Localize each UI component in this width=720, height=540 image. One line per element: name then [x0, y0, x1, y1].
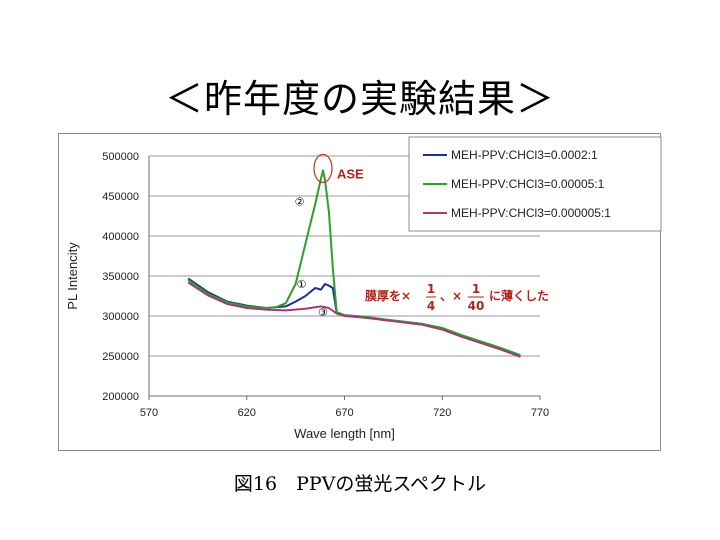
ase-label: ASE — [337, 166, 364, 181]
pl-spectrum-chart: 200000 250000 300000 350000 400000 450000 5000… — [65, 136, 662, 441]
y-tick-label: 300000 — [102, 311, 139, 323]
series-line-3 — [187, 281, 521, 358]
note-suffix: に薄くした — [489, 288, 549, 303]
y-axis-title: PL Intencity — [65, 242, 80, 310]
label-num-1: ① — [297, 278, 307, 291]
x-axis-title: Wave length [nm] — [294, 426, 395, 441]
y-tick-label: 350000 — [102, 271, 139, 283]
y-tick-label: 400000 — [102, 231, 139, 243]
x-tick-label: 620 — [238, 407, 256, 419]
x-tick-label: 670 — [335, 407, 353, 419]
figure-caption: 図16 PPVの蛍光スペクトル — [233, 473, 487, 495]
note-separator: 、× — [440, 289, 462, 303]
y-tick-label: 250000 — [102, 351, 139, 363]
frac1-numerator: 1 — [427, 282, 435, 296]
note-prefix: 膜厚を× — [365, 288, 411, 303]
y-tick-label: 200000 — [102, 391, 139, 403]
y-tick-label: 450000 — [102, 191, 139, 203]
legend-box — [408, 136, 662, 232]
legend-label-1: MEH-PPV:CHCl3=0.0002:1 — [451, 148, 598, 162]
label-num-2: ② — [295, 196, 305, 209]
y-tick-label: 500000 — [102, 151, 139, 163]
x-tick-label: 570 — [140, 407, 158, 419]
x-tick-label: 720 — [433, 407, 451, 419]
chart-frame: 200000 250000 300000 350000 400000 450000 5000… — [58, 133, 662, 451]
legend-label-2: MEH-PPV:CHCl3=0.00005:1 — [451, 177, 605, 191]
legend-label-3: MEH-PPV:CHCl3=0.000005:1 — [451, 206, 611, 220]
series-line-2 — [187, 169, 521, 357]
ase-peak-marker — [313, 153, 333, 184]
frac2-denominator: 40 — [468, 299, 485, 313]
x-tick-label: 770 — [531, 407, 549, 419]
frac2-numerator: 1 — [472, 282, 480, 296]
frac1-denominator: 4 — [427, 299, 435, 313]
label-num-3: ③ — [318, 306, 328, 319]
slide-title: ＜昨年度の実験結果＞ — [164, 77, 555, 121]
